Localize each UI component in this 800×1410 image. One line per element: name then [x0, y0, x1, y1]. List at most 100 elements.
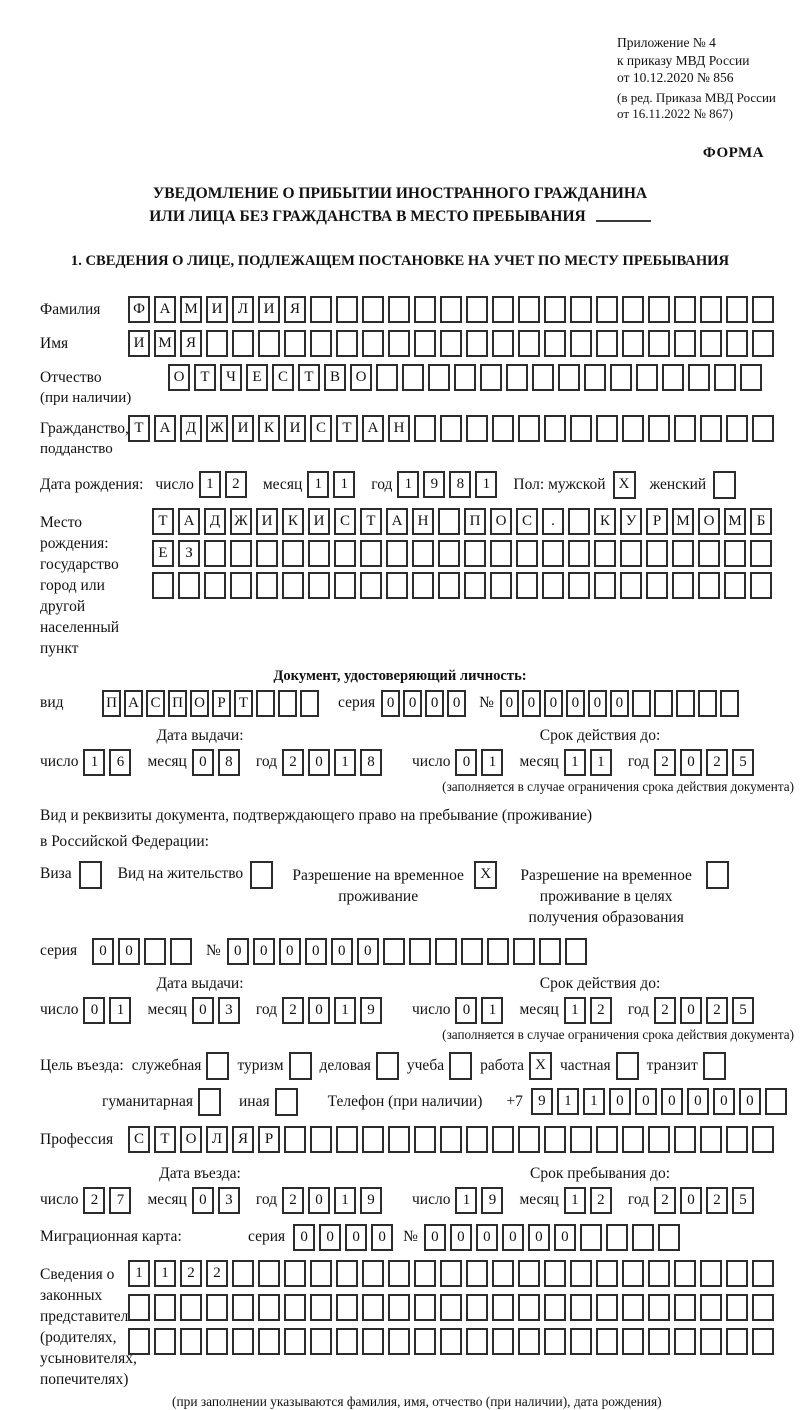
char-cell[interactable] [719, 689, 739, 717]
char-cell[interactable]: 0 [680, 996, 703, 1024]
char-cell[interactable] [144, 937, 166, 965]
char-cell[interactable]: 0 [226, 937, 249, 965]
char-cell[interactable] [256, 571, 278, 599]
char-cell[interactable] [180, 1293, 202, 1321]
char-cell[interactable] [688, 363, 710, 391]
char-cell[interactable] [440, 414, 462, 442]
char-cell[interactable] [466, 1125, 488, 1153]
char-cell[interactable]: Т [194, 363, 216, 391]
char-cell[interactable] [414, 1293, 436, 1321]
char-cell[interactable]: М [180, 295, 202, 323]
char-cell[interactable] [440, 1259, 462, 1287]
char-cell[interactable]: 1 [83, 748, 106, 776]
char-cell[interactable]: 0 [308, 748, 331, 776]
char-cell[interactable] [402, 363, 424, 391]
char-cell[interactable] [434, 937, 457, 965]
sex-female-checkbox[interactable] [713, 470, 737, 499]
char-cell[interactable] [568, 539, 590, 567]
char-cell[interactable]: 9 [481, 1186, 504, 1214]
char-cell[interactable] [282, 539, 304, 567]
char-cell[interactable] [360, 571, 382, 599]
char-cell[interactable]: Н [388, 414, 410, 442]
char-cell[interactable] [362, 1293, 384, 1321]
char-cell[interactable] [544, 329, 566, 357]
char-cell[interactable]: 2 [706, 996, 729, 1024]
char-cell[interactable] [204, 571, 226, 599]
char-cell[interactable] [518, 295, 540, 323]
char-cell[interactable] [428, 363, 450, 391]
char-cell[interactable] [596, 1125, 618, 1153]
char-cell[interactable] [362, 329, 384, 357]
char-cell[interactable] [388, 1125, 410, 1153]
char-cell[interactable] [308, 571, 330, 599]
char-cell[interactable] [284, 329, 306, 357]
char-cell[interactable] [752, 329, 774, 357]
char-cell[interactable] [284, 1125, 306, 1153]
char-cell[interactable]: 9 [423, 471, 446, 498]
char-cell[interactable] [700, 1327, 722, 1355]
char-cell[interactable] [570, 1259, 592, 1287]
char-cell[interactable] [204, 539, 226, 567]
char-cell[interactable] [492, 414, 514, 442]
char-cell[interactable]: 0 [680, 1186, 703, 1214]
char-cell[interactable] [570, 329, 592, 357]
char-cell[interactable] [334, 539, 356, 567]
char-cell[interactable]: 1 [334, 996, 357, 1024]
char-cell[interactable]: 0 [521, 689, 541, 717]
char-cell[interactable]: М [154, 329, 176, 357]
char-cell[interactable] [596, 414, 618, 442]
char-cell[interactable] [740, 363, 762, 391]
char-cell[interactable] [544, 414, 566, 442]
char-cell[interactable]: 0 [449, 1223, 472, 1251]
char-cell[interactable] [646, 571, 668, 599]
char-cell[interactable]: 0 [191, 996, 214, 1024]
char-cell[interactable] [674, 1293, 696, 1321]
char-cell[interactable] [180, 1327, 202, 1355]
char-cell[interactable] [492, 1293, 514, 1321]
purpose-transit-checkbox[interactable] [702, 1051, 726, 1080]
char-cell[interactable] [620, 571, 642, 599]
char-cell[interactable]: О [190, 689, 209, 717]
char-cell[interactable] [674, 414, 696, 442]
char-cell[interactable] [657, 1223, 680, 1251]
char-cell[interactable] [282, 571, 304, 599]
char-cell[interactable] [674, 329, 696, 357]
char-cell[interactable]: Р [212, 689, 231, 717]
char-cell[interactable]: Ф [128, 295, 150, 323]
char-cell[interactable]: 0 [608, 1088, 631, 1115]
char-cell[interactable]: Л [232, 295, 254, 323]
char-cell[interactable]: 1 [556, 1088, 579, 1115]
char-cell[interactable]: К [594, 507, 616, 535]
char-cell[interactable]: Я [232, 1125, 254, 1153]
char-cell[interactable]: 1 [563, 1186, 586, 1214]
char-cell[interactable]: 5 [732, 748, 755, 776]
char-cell[interactable] [414, 1125, 436, 1153]
char-cell[interactable]: Т [336, 414, 358, 442]
char-cell[interactable]: А [178, 507, 200, 535]
char-cell[interactable]: 1 [455, 1186, 478, 1214]
char-cell[interactable] [544, 295, 566, 323]
char-cell[interactable]: И [256, 507, 278, 535]
purpose-private-checkbox[interactable] [615, 1051, 639, 1080]
char-cell[interactable]: 0 [587, 689, 607, 717]
char-cell[interactable] [414, 414, 436, 442]
char-cell[interactable] [697, 689, 717, 717]
char-cell[interactable]: Ж [206, 414, 228, 442]
char-cell[interactable] [310, 1259, 332, 1287]
char-cell[interactable] [154, 1327, 176, 1355]
char-cell[interactable] [440, 295, 462, 323]
char-cell[interactable] [230, 571, 252, 599]
char-cell[interactable]: К [258, 414, 280, 442]
char-cell[interactable] [622, 1327, 644, 1355]
char-cell[interactable]: Е [152, 539, 174, 567]
char-cell[interactable]: 2 [83, 1186, 106, 1214]
temp-residence-edu-checkbox[interactable] [706, 860, 730, 889]
char-cell[interactable]: 2 [706, 748, 729, 776]
char-cell[interactable]: 2 [706, 1186, 729, 1214]
char-cell[interactable] [362, 295, 384, 323]
char-cell[interactable]: Я [180, 329, 202, 357]
char-cell[interactable]: 0 [118, 937, 140, 965]
char-cell[interactable]: 0 [308, 996, 331, 1024]
char-cell[interactable]: 9 [360, 1186, 383, 1214]
char-cell[interactable]: В [324, 363, 346, 391]
